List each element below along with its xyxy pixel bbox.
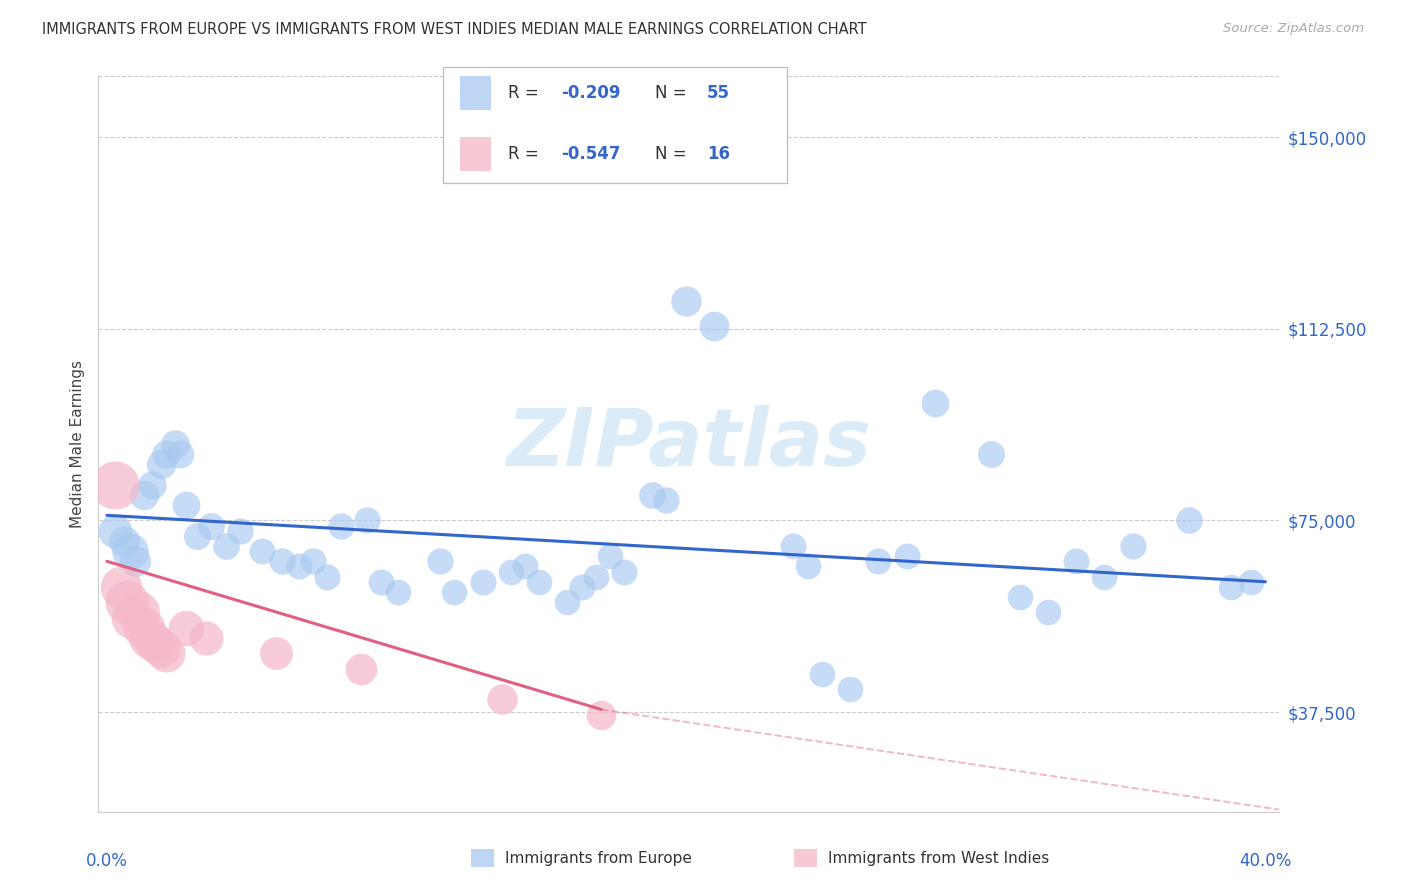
Point	[1064, 554, 1087, 568]
Point	[214, 539, 236, 553]
Point	[316, 569, 339, 583]
Point	[118, 544, 141, 558]
Text: Immigrants from Europe: Immigrants from Europe	[505, 851, 692, 865]
Point	[132, 488, 155, 502]
Point	[471, 574, 494, 589]
Point	[839, 681, 862, 696]
Point	[169, 447, 191, 461]
Point	[491, 692, 513, 706]
Point	[1178, 513, 1201, 527]
Point	[782, 539, 804, 553]
Point	[675, 293, 697, 308]
Point	[513, 559, 536, 574]
Point	[302, 554, 325, 568]
Point	[571, 580, 593, 594]
Point	[200, 518, 222, 533]
Point	[115, 595, 138, 609]
Point	[132, 621, 155, 635]
Point	[138, 631, 160, 645]
Point	[149, 641, 172, 656]
Text: 55: 55	[707, 84, 730, 102]
Point	[271, 554, 294, 568]
Point	[387, 585, 409, 599]
Point	[186, 529, 208, 543]
Point	[527, 574, 550, 589]
Point	[1036, 606, 1059, 620]
Text: 40.0%: 40.0%	[1239, 852, 1292, 871]
Point	[703, 319, 725, 334]
Point	[155, 447, 177, 461]
Point	[896, 549, 918, 564]
Text: IMMIGRANTS FROM EUROPE VS IMMIGRANTS FROM WEST INDIES MEDIAN MALE EARNINGS CORRE: IMMIGRANTS FROM EUROPE VS IMMIGRANTS FRO…	[42, 22, 868, 37]
Point	[810, 666, 832, 681]
Point	[174, 621, 197, 635]
Point	[499, 565, 522, 579]
Y-axis label: Median Male Earnings: Median Male Earnings	[69, 359, 84, 528]
Point	[796, 559, 818, 574]
Point	[266, 646, 288, 660]
Text: -0.547: -0.547	[561, 145, 620, 163]
Point	[174, 498, 197, 512]
Point	[143, 636, 166, 650]
Point	[149, 457, 172, 471]
Point	[104, 477, 127, 491]
Text: Immigrants from West Indies: Immigrants from West Indies	[828, 851, 1049, 865]
Point	[443, 585, 465, 599]
Text: 16: 16	[707, 145, 730, 163]
Point	[252, 544, 274, 558]
Point	[356, 513, 378, 527]
Text: Source: ZipAtlas.com: Source: ZipAtlas.com	[1223, 22, 1364, 36]
Point	[1220, 580, 1243, 594]
Point	[591, 707, 613, 722]
Text: N =: N =	[655, 145, 692, 163]
Point	[228, 524, 250, 538]
Point	[429, 554, 451, 568]
Point	[557, 595, 579, 609]
Point	[127, 606, 149, 620]
Point	[350, 662, 373, 676]
Point	[110, 580, 132, 594]
Point	[655, 493, 678, 508]
Point	[1008, 590, 1031, 604]
Point	[163, 436, 186, 450]
Point	[599, 549, 621, 564]
Point	[288, 559, 311, 574]
Point	[124, 554, 146, 568]
Text: 0.0%: 0.0%	[86, 852, 128, 871]
Point	[112, 533, 135, 548]
Point	[330, 518, 353, 533]
Point	[141, 477, 163, 491]
Point	[1092, 569, 1115, 583]
Text: -0.209: -0.209	[561, 84, 620, 102]
Text: R =: R =	[508, 145, 544, 163]
Point	[370, 574, 392, 589]
Point	[1122, 539, 1144, 553]
Point	[585, 569, 607, 583]
Point	[613, 565, 636, 579]
Point	[641, 488, 664, 502]
Point	[121, 610, 143, 624]
Text: N =: N =	[655, 84, 692, 102]
Point	[980, 447, 1002, 461]
Point	[924, 396, 946, 410]
Point	[194, 631, 217, 645]
Point	[104, 524, 127, 538]
Text: ZIPatlas: ZIPatlas	[506, 405, 872, 483]
Point	[155, 646, 177, 660]
Text: R =: R =	[508, 84, 544, 102]
Point	[1240, 574, 1263, 589]
Point	[868, 554, 890, 568]
